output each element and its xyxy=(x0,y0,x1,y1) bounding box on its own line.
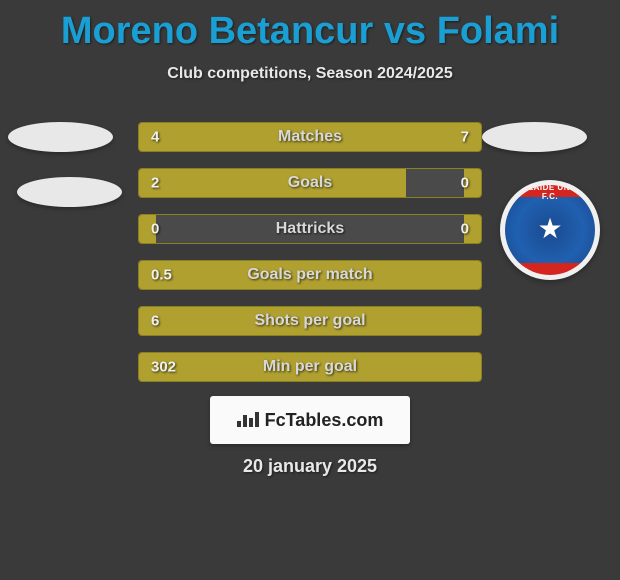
star-icon: ★ xyxy=(537,212,562,245)
player-right-badge-1 xyxy=(482,122,587,152)
comparison-bars: Matches47Goals20Hattricks00Goals per mat… xyxy=(138,122,482,398)
stat-bar: Min per goal302 xyxy=(138,352,482,382)
footer-date: 20 january 2025 xyxy=(0,456,620,477)
player-left-badge-2 xyxy=(17,177,122,207)
stat-value-left: 0.5 xyxy=(151,267,172,284)
stat-bar: Hattricks0 0 xyxy=(138,214,482,244)
stat-label: Hattricks xyxy=(139,220,481,238)
stat-label: Goals xyxy=(139,174,481,192)
stat-bar: Goals per match0.5 xyxy=(138,260,482,290)
stat-value-right: 7 xyxy=(461,129,469,146)
page-title: Moreno Betancur vs Folami xyxy=(0,0,620,53)
stat-label: Matches xyxy=(139,128,481,146)
stat-value-right: 0 xyxy=(461,175,469,192)
stat-bar: Shots per goal6 xyxy=(138,306,482,336)
stat-label: Shots per goal xyxy=(139,312,481,330)
chart-icon xyxy=(237,409,259,432)
stat-value-left: 302 xyxy=(151,359,176,376)
stat-bar: Matches4 7 xyxy=(138,122,482,152)
club-badge: ADELAIDE UNITED F.C. ★ xyxy=(500,180,600,280)
stat-value-left: 2 xyxy=(151,175,159,192)
stat-value-left: 6 xyxy=(151,313,159,330)
stat-value-left: 0 xyxy=(151,221,159,238)
player-left-badge-1 xyxy=(8,122,113,152)
stat-bar: Goals2 0 xyxy=(138,168,482,198)
stat-value-left: 4 xyxy=(151,129,159,146)
stat-label: Min per goal xyxy=(139,358,481,376)
subtitle: Club competitions, Season 2024/2025 xyxy=(0,65,620,83)
stat-label: Goals per match xyxy=(139,266,481,284)
logo-text: FcTables.com xyxy=(265,410,384,431)
stat-value-right: 0 xyxy=(461,221,469,238)
club-badge-text: ADELAIDE UNITED F.C. xyxy=(505,185,595,201)
fctables-logo: FcTables.com xyxy=(210,396,410,444)
